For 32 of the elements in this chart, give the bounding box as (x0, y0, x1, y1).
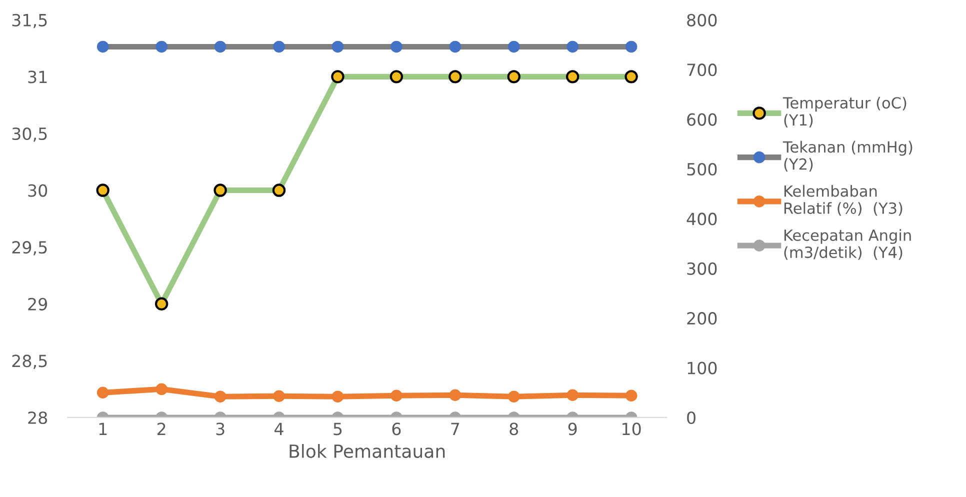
x-tick-label: 10 (622, 422, 641, 436)
y2-tick-label: 700 (687, 64, 717, 76)
y2-tick-label: 0 (687, 411, 696, 424)
legend-label: Temperatur (oC) (Y1) (782, 96, 906, 128)
y2-tick-label: 800 (687, 14, 717, 26)
x-tick-label: 9 (568, 422, 577, 436)
x-tick-label: 1 (99, 422, 107, 436)
legend-label: Kecepatan Angin (m3/detik) (Y4) (784, 229, 911, 260)
x-tick-label: 3 (216, 422, 224, 436)
x-tick-label: 8 (510, 422, 518, 436)
y-tick-label: 28 (28, 411, 48, 424)
y2-tick-label: 400 (686, 212, 717, 226)
y2-tick-label: 600 (687, 113, 717, 126)
x-tick-label: 2 (157, 422, 166, 436)
y2-tick-label: 100 (688, 362, 717, 374)
y-tick-label: 30 (28, 184, 48, 197)
x-tick-label: 7 (451, 422, 460, 436)
y-tick-label: 31 (28, 70, 47, 84)
y-tick-label: 28,5 (12, 354, 47, 369)
y-tick-label: 29 (28, 298, 48, 310)
x-tick-label: 4 (274, 422, 284, 436)
x-axis-title: Blok Pemantauan (290, 444, 445, 458)
y2-tick-label: 200 (687, 312, 717, 325)
legend-label: Kelembaban Relatif (%) (Y3) (784, 185, 902, 216)
x-tick-label: 6 (392, 422, 401, 436)
x-tick-label: 5 (334, 422, 342, 436)
legend-label: Tekanan (mmHg) (Y2) (782, 140, 912, 172)
y2-tick-label: 500 (687, 162, 717, 176)
y-tick-label: 29,5 (12, 241, 47, 256)
y-tick-label: 31,5 (12, 14, 47, 28)
y-tick-label: 30,5 (12, 127, 47, 142)
y2-tick-label: 300 (687, 262, 717, 275)
